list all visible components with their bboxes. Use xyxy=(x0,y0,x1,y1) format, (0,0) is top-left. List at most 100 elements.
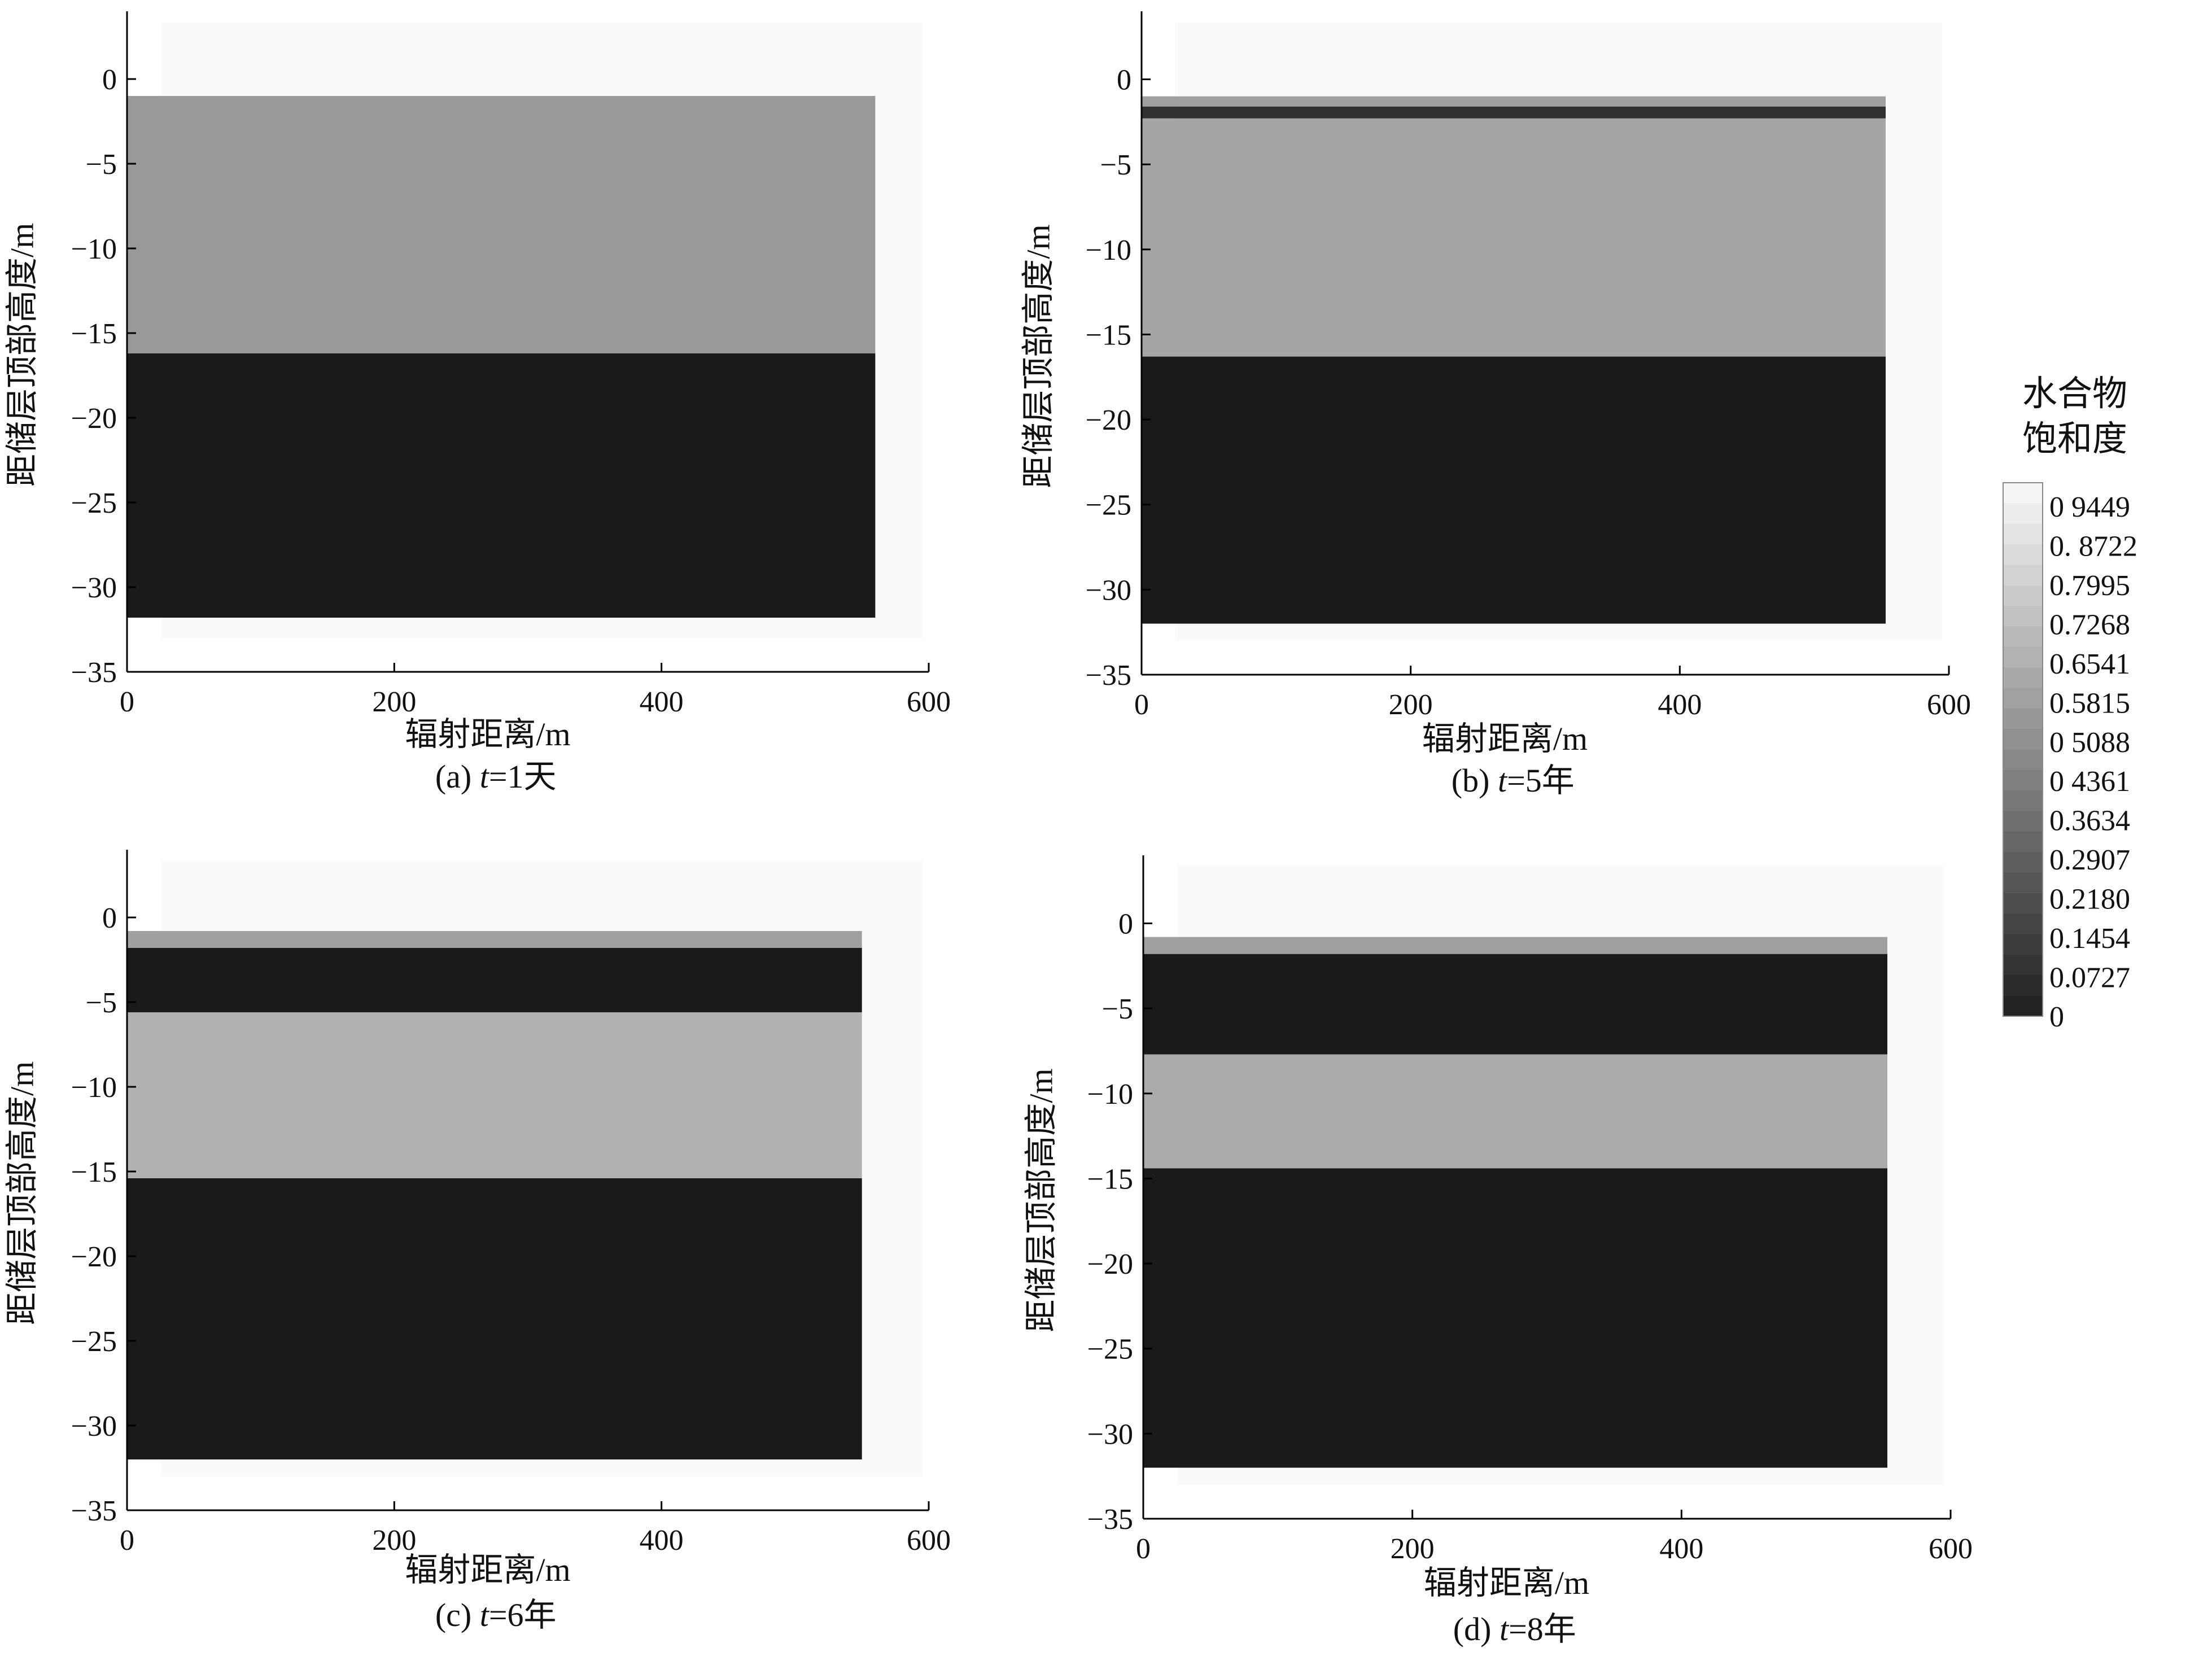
y-tick-label: 0 xyxy=(102,64,117,96)
saturation-band-3 xyxy=(1143,1168,1887,1468)
y-axis-label: 距储层顶部高度/m xyxy=(3,1061,40,1325)
y-tick-label: −15 xyxy=(71,1156,117,1188)
colorbar-segment xyxy=(2003,646,2043,668)
colorbar-title: 水合物 xyxy=(2022,375,2127,413)
colorbar-tick-label: 0.0727 xyxy=(2049,962,2130,994)
caption-time-variable: t xyxy=(480,758,490,795)
y-tick-label: −5 xyxy=(86,987,117,1019)
colorbar-segment xyxy=(2003,626,2043,648)
y-tick-label: −20 xyxy=(1087,1248,1133,1280)
colorbar-tick-label: 0.2907 xyxy=(2049,844,2130,876)
y-tick-label: −35 xyxy=(1087,1503,1133,1536)
colorbar-segment xyxy=(2003,811,2043,832)
y-tick-label: −5 xyxy=(1100,149,1131,181)
caption-time-value: =6年 xyxy=(489,1597,557,1633)
panel-a: 0−5−10−15−20−25−30−350 200 400 600辐射距离/m距储层… xyxy=(3,11,951,795)
caption-prefix: (a) xyxy=(435,758,480,795)
colorbar-segment xyxy=(2003,708,2043,730)
y-tick-label: −10 xyxy=(71,233,117,265)
saturation-band-2 xyxy=(1143,1054,1887,1169)
colorbar-tick-label: 0.7268 xyxy=(2049,609,2130,641)
colorbar-segment xyxy=(2003,483,2043,504)
x-tick-label: 600 xyxy=(907,686,951,718)
colorbar-tick-label: 0. 8722 xyxy=(2049,530,2137,562)
y-tick-label: −20 xyxy=(71,1241,117,1273)
colorbar-segment xyxy=(2003,790,2043,812)
saturation-band-1 xyxy=(127,948,862,1012)
caption-time-variable: t xyxy=(1500,1611,1510,1647)
x-tick-label: 200 xyxy=(372,1524,416,1557)
y-tick-label: −5 xyxy=(1102,993,1133,1025)
colorbar-segment xyxy=(2003,934,2043,955)
y-tick-label: −30 xyxy=(71,1410,117,1443)
colorbar-segment xyxy=(2003,893,2043,915)
saturation-band-1 xyxy=(1143,954,1887,1055)
y-tick-label: −25 xyxy=(1087,1334,1133,1366)
colorbar-segment xyxy=(2003,872,2043,894)
colorbar-segment xyxy=(2003,688,2043,709)
y-tick-label: −15 xyxy=(1087,1163,1133,1195)
colorbar-tick-label: 0 4361 xyxy=(2049,766,2130,798)
caption-prefix: (b) xyxy=(1452,762,1498,799)
x-tick-label: 0 xyxy=(1136,1533,1151,1565)
colorbar-segment xyxy=(2003,913,2043,935)
colorbar-segment xyxy=(2003,544,2043,566)
x-tick-label: 200 xyxy=(1391,1533,1435,1565)
x-tick-label: 200 xyxy=(372,686,416,718)
panel-caption: (d) t=8年 xyxy=(1453,1611,1576,1647)
caption-time-variable: t xyxy=(1498,762,1508,799)
x-axis-label: 辐射距离/m xyxy=(405,716,570,753)
caption-time-value: =5年 xyxy=(1507,762,1575,799)
saturation-band-2 xyxy=(1142,118,1886,357)
colorbar-segment xyxy=(2003,995,2043,1017)
colorbar: 0 9449 0. 8722 0.7995 0.7268 0.6541 0.5815 0 5… xyxy=(2003,375,2137,1033)
saturation-band-0 xyxy=(127,96,876,353)
saturation-band-0 xyxy=(1143,937,1887,954)
panel-caption: (b) t=5年 xyxy=(1452,762,1575,799)
y-tick-label: 0 xyxy=(102,902,117,934)
x-tick-label: 0 xyxy=(120,686,134,718)
colorbar-frame xyxy=(2003,482,2043,1017)
x-tick-label: 400 xyxy=(1659,1533,1703,1565)
colorbar-segment xyxy=(2003,749,2043,771)
saturation-band-3 xyxy=(127,1178,862,1459)
colorbar-title: 饱和度 xyxy=(2022,420,2127,458)
y-tick-label: −35 xyxy=(71,1495,117,1527)
colorbar-segment xyxy=(2003,975,2043,996)
y-tick-label: −25 xyxy=(1086,489,1131,522)
panel-caption: (a) t=1天 xyxy=(435,758,557,795)
colorbar-segment xyxy=(2003,852,2043,873)
x-tick-label: 400 xyxy=(1658,689,1702,721)
caption-prefix: (c) xyxy=(435,1597,480,1633)
caption-prefix: (d) xyxy=(1453,1611,1500,1647)
x-axis-label: 辐射距离/m xyxy=(1422,720,1588,757)
x-tick-label: 400 xyxy=(640,686,684,718)
y-tick-label: −20 xyxy=(1086,404,1131,436)
y-tick-label: −5 xyxy=(86,148,117,181)
y-tick-label: −30 xyxy=(1086,574,1131,606)
x-tick-label: 600 xyxy=(1927,689,1971,721)
y-tick-label: −15 xyxy=(1086,319,1131,351)
saturation-band-2 xyxy=(127,1012,862,1178)
caption-time-value: =8年 xyxy=(1509,1611,1576,1647)
panel-d: 0−5−10−15−20−25−30−350 200 400 600辐射距离/m距储层… xyxy=(1022,855,1973,1647)
y-tick-label: −10 xyxy=(1086,234,1131,266)
y-axis-label: 距储层顶部高度/m xyxy=(3,223,40,487)
colorbar-segment xyxy=(2003,503,2043,524)
panel-c: 0−5−10−15−20−25−30−350 200 400 600辐射距离/m距储层… xyxy=(3,850,951,1633)
colorbar-tick-label: 0.2180 xyxy=(2049,884,2130,916)
saturation-band-1 xyxy=(127,353,876,618)
y-tick-label: 0 xyxy=(1117,64,1131,97)
panel-b: 0−5−10−15−20−25−30−350 200 400 600辐射距离/m距储层… xyxy=(1020,11,1971,799)
y-tick-label: −25 xyxy=(71,1326,117,1358)
colorbar-segment xyxy=(2003,831,2043,853)
colorbar-tick-label: 0 5088 xyxy=(2049,727,2130,759)
y-tick-label: −35 xyxy=(71,657,117,689)
y-tick-label: −10 xyxy=(1087,1078,1133,1111)
colorbar-segment xyxy=(2003,606,2043,627)
x-tick-label: 400 xyxy=(640,1524,684,1557)
x-tick-label: 200 xyxy=(1389,689,1433,721)
colorbar-tick-label: 0.3634 xyxy=(2049,805,2130,837)
y-tick-label: 0 xyxy=(1118,908,1133,941)
x-tick-label: 0 xyxy=(1134,689,1149,721)
